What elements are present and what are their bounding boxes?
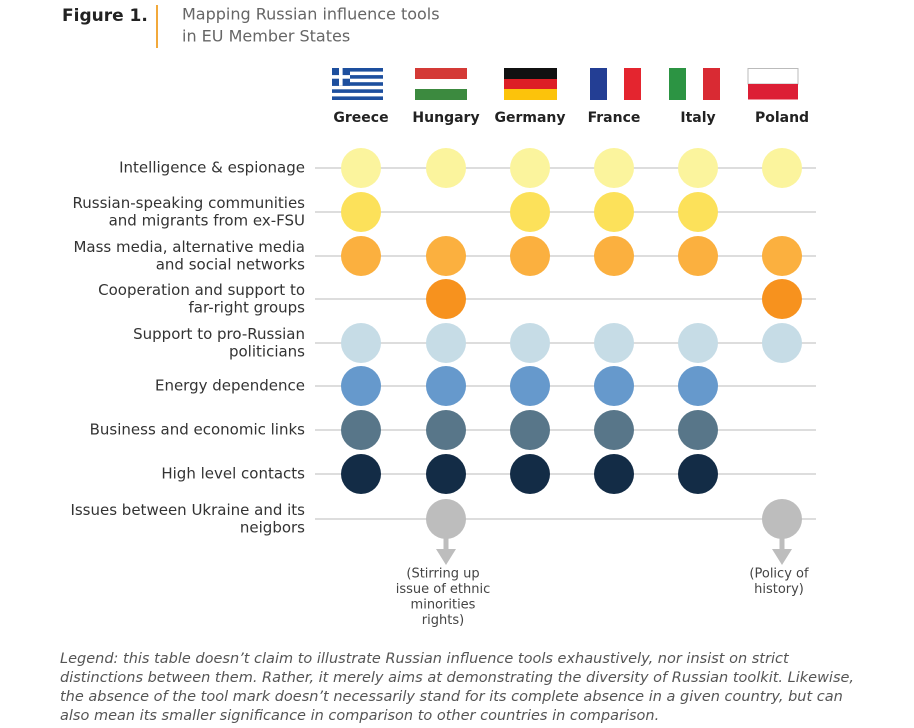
tool-mark <box>510 192 550 232</box>
country-label: Italy <box>680 110 715 126</box>
flag-poland <box>747 68 799 100</box>
tool-mark <box>762 148 802 188</box>
tool-mark <box>762 323 802 363</box>
figure-label: Figure 1. <box>62 6 148 26</box>
tool-mark <box>510 236 550 276</box>
tool-mark <box>678 454 718 494</box>
row-label: Support to pro-Russian <box>133 325 305 343</box>
tool-mark <box>426 148 466 188</box>
row-label: Intelligence & espionage <box>119 159 305 177</box>
legend-line: distinctions between them. Rather, it me… <box>60 670 854 686</box>
flag-greece <box>332 68 383 100</box>
tool-mark <box>594 366 634 406</box>
tool-mark <box>678 366 718 406</box>
tool-mark <box>426 410 466 450</box>
row-label: Cooperation and support to <box>98 281 305 299</box>
row-label: Mass media, alternative media <box>73 238 305 256</box>
note: minorities <box>411 598 476 613</box>
country-label: Germany <box>494 110 565 126</box>
tool-mark <box>426 279 466 319</box>
row-label: and migrants from ex-FSU <box>109 211 305 229</box>
legend-line: Legend: this table doesn’t claim to illu… <box>60 651 790 667</box>
tool-mark <box>341 148 381 188</box>
row-label: neigbors <box>240 518 305 536</box>
tool-mark <box>341 192 381 232</box>
tool-mark <box>594 454 634 494</box>
tool-mark <box>426 499 466 539</box>
tool-mark <box>341 366 381 406</box>
title-line: in EU Member States <box>182 27 350 46</box>
flag-hungary <box>415 68 467 100</box>
tool-mark <box>678 236 718 276</box>
row-label: Issues between Ukraine and its <box>70 501 305 519</box>
tool-mark <box>594 148 634 188</box>
tool-mark <box>510 410 550 450</box>
tool-mark <box>341 323 381 363</box>
tool-mark <box>678 410 718 450</box>
note: (Policy of <box>749 567 809 582</box>
tool-mark <box>594 236 634 276</box>
tool-mark <box>426 454 466 494</box>
tool-mark <box>341 454 381 494</box>
arrow-head <box>436 549 456 565</box>
tool-mark <box>510 454 550 494</box>
title-line: Mapping Russian influence tools <box>182 5 440 24</box>
tool-mark <box>594 410 634 450</box>
arrow-head <box>772 549 792 565</box>
row-label: Russian-speaking communities <box>73 194 306 212</box>
row-label: far-right groups <box>189 298 306 316</box>
tool-mark <box>426 236 466 276</box>
row-label: and social networks <box>156 255 305 273</box>
flag-germany <box>504 68 557 100</box>
tool-mark <box>341 410 381 450</box>
country-label: Hungary <box>412 110 479 126</box>
tool-mark <box>594 192 634 232</box>
tool-mark <box>510 148 550 188</box>
country-label: Greece <box>333 110 388 126</box>
row-label: politicians <box>229 342 305 360</box>
note: issue of ethnic <box>396 582 491 597</box>
row-label: Energy dependence <box>155 377 305 395</box>
country-label: Poland <box>755 110 809 126</box>
tool-mark <box>762 279 802 319</box>
note: rights) <box>422 613 464 628</box>
tool-mark <box>762 236 802 276</box>
tool-mark <box>510 366 550 406</box>
tool-mark <box>678 323 718 363</box>
note: (Stirring up <box>406 567 479 582</box>
tool-mark <box>426 366 466 406</box>
tool-mark <box>426 323 466 363</box>
note: history) <box>754 582 804 597</box>
tool-mark <box>678 192 718 232</box>
country-label: France <box>588 110 641 126</box>
tool-mark <box>678 148 718 188</box>
legend-line: the absence of the tool mark doesn’t nec… <box>60 689 843 705</box>
row-label: High level contacts <box>161 465 305 483</box>
flag-italy <box>669 68 720 100</box>
tool-mark <box>594 323 634 363</box>
tool-mark <box>762 499 802 539</box>
legend-line: also mean its smaller significance in co… <box>60 708 659 724</box>
tool-mark <box>341 236 381 276</box>
flag-france <box>590 68 641 100</box>
tool-mark <box>510 323 550 363</box>
row-label: Business and economic links <box>90 421 306 439</box>
